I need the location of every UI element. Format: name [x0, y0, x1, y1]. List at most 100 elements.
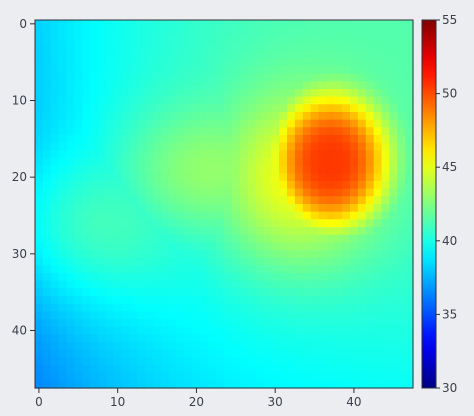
- heatmap-cell: [82, 142, 91, 151]
- heatmap-cell: [231, 81, 241, 90]
- heatmap-cell: [42, 43, 52, 52]
- heatmap-cell: [271, 50, 280, 59]
- heatmap-cell: [216, 204, 225, 213]
- heatmap-cell: [326, 89, 335, 98]
- heatmap-cell: [42, 96, 52, 105]
- heatmap-cell: [271, 288, 280, 297]
- heatmap-cell: [310, 211, 320, 220]
- heatmap-cell: [145, 204, 154, 213]
- heatmap-cell: [287, 43, 296, 52]
- heatmap-cell: [373, 365, 383, 374]
- heatmap-cell: [50, 365, 60, 374]
- heatmap-cell: [82, 181, 91, 190]
- heatmap-cell: [129, 250, 138, 259]
- heatmap-cell: [153, 181, 162, 190]
- heatmap-cell: [176, 342, 186, 351]
- heatmap-cell: [271, 296, 280, 305]
- heatmap-cell: [121, 357, 131, 366]
- heatmap-cell: [216, 73, 225, 82]
- heatmap-cell: [161, 188, 170, 197]
- heatmap-cell: [82, 211, 91, 220]
- heatmap-cell: [334, 173, 343, 182]
- heatmap-cell: [247, 288, 257, 297]
- heatmap-cell: [334, 73, 343, 82]
- heatmap-cell: [50, 273, 60, 282]
- heatmap-cell: [247, 296, 257, 305]
- heatmap-cell: [231, 188, 241, 197]
- heatmap-cell: [373, 372, 383, 381]
- heatmap-cell: [82, 288, 91, 297]
- heatmap-cell: [137, 257, 146, 266]
- heatmap-cell: [405, 173, 414, 182]
- heatmap-cell: [279, 27, 288, 36]
- heatmap-cell: [247, 219, 257, 228]
- heatmap-cell: [263, 96, 272, 105]
- heatmap-cell: [239, 273, 249, 282]
- heatmap-cell: [255, 250, 264, 259]
- heatmap-cell: [365, 188, 375, 197]
- heatmap-cell: [342, 181, 351, 190]
- heatmap-cell: [397, 288, 406, 297]
- heatmap-cell: [137, 158, 146, 167]
- heatmap-cell: [66, 173, 75, 182]
- heatmap-cell: [176, 311, 186, 320]
- heatmap-cell: [58, 211, 68, 220]
- heatmap-cell: [200, 273, 209, 282]
- heatmap-cell: [326, 334, 335, 343]
- heatmap-cell: [153, 204, 162, 213]
- heatmap-cell: [168, 188, 178, 197]
- heatmap-cell: [98, 27, 107, 36]
- heatmap-cell: [350, 265, 359, 274]
- heatmap-cell: [271, 73, 280, 82]
- heatmap-cell: [310, 334, 320, 343]
- heatmap-cell: [389, 342, 398, 351]
- heatmap-cell: [247, 58, 257, 67]
- heatmap-cell: [113, 280, 123, 289]
- heatmap-cell: [373, 35, 383, 44]
- heatmap-cell: [168, 43, 178, 52]
- heatmap-cell: [350, 303, 359, 312]
- heatmap-cell: [216, 135, 225, 144]
- heatmap-cell: [113, 380, 123, 389]
- heatmap-cell: [121, 365, 131, 374]
- heatmap-cell: [381, 227, 390, 236]
- heatmap-cell: [35, 165, 44, 174]
- heatmap-cell: [373, 119, 383, 128]
- heatmap-cell: [263, 173, 272, 182]
- heatmap-cell: [184, 104, 194, 113]
- heatmap-cell: [350, 112, 359, 121]
- heatmap-cell: [74, 104, 83, 113]
- heatmap-cell: [405, 150, 414, 159]
- heatmap-cell: [310, 119, 320, 128]
- heatmap-cell: [82, 50, 91, 59]
- heatmap-cell: [35, 365, 44, 374]
- heatmap-cell: [318, 181, 327, 190]
- heatmap-cell: [35, 311, 44, 320]
- heatmap-cell: [373, 150, 383, 159]
- heatmap-cell: [271, 150, 280, 159]
- heatmap-cell: [342, 73, 351, 82]
- heatmap-cell: [137, 188, 146, 197]
- heatmap-cell: [255, 280, 264, 289]
- heatmap-cell: [350, 349, 359, 358]
- heatmap-cell: [42, 257, 52, 266]
- heatmap-cell: [216, 158, 225, 167]
- heatmap-cell: [279, 127, 288, 136]
- heatmap-cell: [381, 50, 390, 59]
- heatmap-cell: [247, 372, 257, 381]
- heatmap-cell: [176, 66, 186, 75]
- heatmap-cell: [294, 227, 304, 236]
- heatmap-cell: [208, 27, 217, 36]
- heatmap-cell: [121, 250, 131, 259]
- heatmap-cell: [82, 204, 91, 213]
- heatmap-cell: [224, 219, 233, 228]
- heatmap-cell: [255, 288, 264, 297]
- heatmap-cell: [58, 119, 68, 128]
- heatmap-cell: [129, 158, 138, 167]
- heatmap-cell: [287, 104, 296, 113]
- heatmap-cell: [365, 27, 375, 36]
- heatmap-cell: [145, 250, 154, 259]
- heatmap-cell: [50, 288, 60, 297]
- heatmap-cell: [121, 326, 131, 335]
- heatmap-cell: [334, 288, 343, 297]
